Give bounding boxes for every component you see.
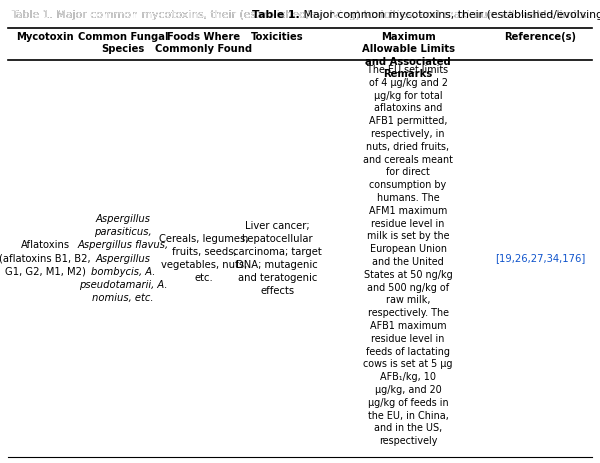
Text: Liver cancer;
hepatocellular
carcinoma; target
DNA; mutagenic
and teratogenic
ef: Liver cancer; hepatocellular carcinoma; … (233, 220, 322, 296)
Text: Major common mycotoxins, their (established/evolving) toxicities, and maximum al: Major common mycotoxins, their (establis… (300, 10, 600, 20)
Text: [19,26,27,34,176]: [19,26,27,34,176] (495, 254, 585, 263)
Text: Reference(s): Reference(s) (504, 32, 576, 42)
Text: Common Fungal
Species: Common Fungal Species (78, 32, 168, 54)
Text: Table 1.: Table 1. (252, 10, 300, 20)
Text: Table 1. Major common mycotoxins, their (established/evolving) toxicities, and m: Table 1. Major common mycotoxins, their … (11, 10, 589, 20)
Text: The EU set limits
of 4 μg/kg and 2
μg/kg for total
aflatoxins and
AFB1 permitted: The EU set limits of 4 μg/kg and 2 μg/kg… (363, 65, 453, 446)
Text: Aflatoxins
(aflatoxins B1, B2,
G1, G2, M1, M2): Aflatoxins (aflatoxins B1, B2, G1, G2, M… (0, 240, 91, 277)
Text: Aspergillus
parasiticus,
Aspergillus flavus,
Aspergillus
bombycis, A.
pseudotama: Aspergillus parasiticus, Aspergillus fla… (77, 214, 169, 303)
Text: Mycotoxin: Mycotoxin (16, 32, 74, 42)
Text: Toxicities: Toxicities (251, 32, 304, 42)
Text: Table 1. Major common mycotoxins, their (established/evolving) toxicities, and m: Table 1. Major common mycotoxins, their … (11, 10, 589, 20)
Text: Cereals, legumes,
fruits, seeds,
vegetables, nuts,
etc.: Cereals, legumes, fruits, seeds, vegetab… (160, 234, 248, 283)
Text: Maximum
Allowable Limits
and Associated
Remarks: Maximum Allowable Limits and Associated … (361, 32, 455, 79)
Text: Foods Where
Commonly Found: Foods Where Commonly Found (155, 32, 253, 54)
